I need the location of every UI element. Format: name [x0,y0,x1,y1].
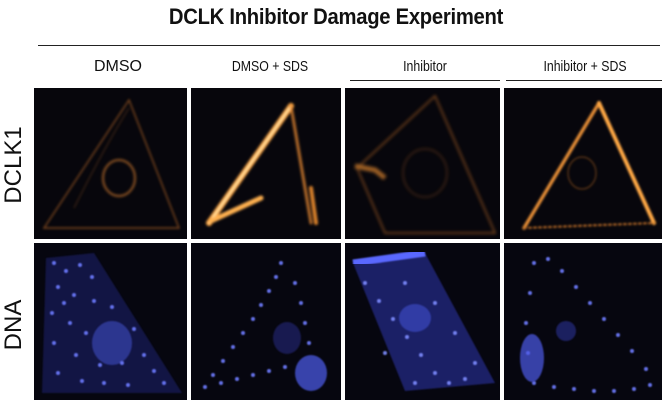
inhibitor-sds-group-line [506,80,662,81]
micrograph-dna-dmso [34,243,187,400]
micrograph-dna-inhibitor-sds [504,243,662,400]
inhibitor-group-line [350,80,500,81]
figure-title: DCLK Inhibitor Damage Experiment [168,4,504,29]
micrograph-dna-dmso-sds [191,243,341,400]
column-label-dmso-sds: DMSO + SDS [231,58,309,75]
micrograph-dclk1-inhibitor-sds [504,88,662,239]
micrograph-dclk1-dmso [34,88,187,239]
column-label-inhibitor: Inhibitor [403,58,447,75]
column-label-inhibitor-sds: Inhibitor + SDS [543,58,627,75]
micrograph-dclk1-inhibitor [345,88,500,239]
row-label-dna: DNA [0,299,27,351]
micrograph-dna-inhibitor [345,243,500,400]
row-label-dclk1: DCLK1 [0,126,27,204]
title-underline [38,45,660,46]
column-label-dmso: DMSO [94,58,142,75]
micrograph-dclk1-dmso-sds [191,88,341,239]
